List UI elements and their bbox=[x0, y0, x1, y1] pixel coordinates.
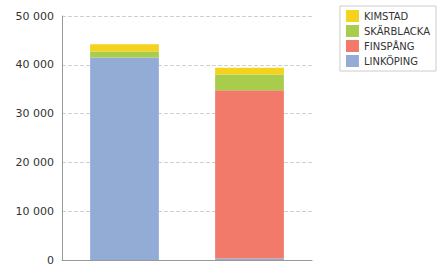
svg-text:30 000: 30 000 bbox=[16, 107, 55, 120]
svg-text:LINKÖPING: LINKÖPING bbox=[364, 55, 418, 67]
svg-text:KIMSTAD: KIMSTAD bbox=[364, 11, 409, 22]
svg-text:10 000: 10 000 bbox=[16, 205, 55, 218]
svg-text:SKÄRBLACKA: SKÄRBLACKA bbox=[364, 25, 430, 37]
svg-text:0: 0 bbox=[47, 254, 54, 267]
svg-text:FINSPÅNG: FINSPÅNG bbox=[364, 40, 415, 52]
svg-text:50 000: 50 000 bbox=[16, 10, 55, 23]
svg-text:20 000: 20 000 bbox=[16, 156, 55, 169]
svg-text:40 000: 40 000 bbox=[16, 58, 55, 71]
